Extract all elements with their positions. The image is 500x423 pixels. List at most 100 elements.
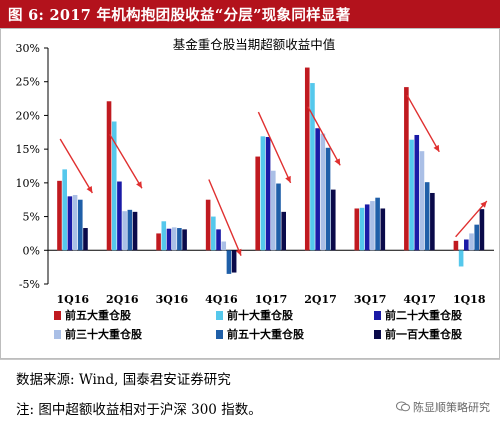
trend-arrow-head bbox=[235, 248, 242, 256]
y-tick-label: 30% bbox=[16, 42, 40, 55]
bar bbox=[354, 208, 360, 251]
x-tick-label: 1Q16 bbox=[57, 293, 90, 306]
legend-label: 前十大重仓股 bbox=[227, 308, 294, 322]
trend-arrow-line bbox=[307, 106, 341, 166]
bar bbox=[117, 181, 122, 251]
bar bbox=[77, 199, 83, 251]
y-tick-label: 20% bbox=[16, 109, 40, 122]
bar bbox=[221, 241, 227, 251]
footnote: 注: 图中超额收益相对于沪深 300 指数。 bbox=[16, 402, 262, 418]
bar bbox=[359, 207, 365, 251]
wechat-icon bbox=[396, 401, 410, 412]
bar bbox=[271, 170, 276, 251]
trend-arrow-head bbox=[433, 144, 440, 152]
trend-arrow-line bbox=[109, 133, 143, 189]
bar bbox=[320, 133, 326, 251]
bar bbox=[464, 239, 469, 251]
watermark-text: 陈显顺策略研究 bbox=[413, 401, 490, 414]
bar bbox=[83, 228, 88, 251]
bar bbox=[62, 169, 67, 251]
x-tick-label: 1Q17 bbox=[255, 293, 288, 306]
chart-title: 基金重仓股当期超额收益中值 bbox=[173, 37, 336, 52]
bar bbox=[430, 192, 435, 251]
bar bbox=[177, 228, 182, 251]
legend-label: 前一百大重仓股 bbox=[385, 327, 463, 341]
figure-title: 图 6: 2017 年机构抱团股收益“分层”现象同样显著 bbox=[8, 7, 351, 24]
bar bbox=[132, 211, 138, 251]
figure-header: 图 6: 2017 年机构抱团股收益“分层”现象同样显著 bbox=[0, 0, 500, 28]
y-tick-label: 25% bbox=[16, 76, 40, 89]
bar bbox=[226, 250, 232, 274]
trend-arrow-head bbox=[285, 175, 291, 183]
bar bbox=[182, 229, 187, 251]
legend-swatch bbox=[54, 311, 61, 320]
trend-arrow-line bbox=[208, 179, 242, 256]
legend-swatch bbox=[374, 311, 381, 320]
bar bbox=[72, 194, 78, 251]
x-tick-label: 2Q17 bbox=[304, 293, 337, 306]
legend-swatch bbox=[216, 311, 223, 320]
bar bbox=[171, 227, 177, 251]
bar bbox=[409, 139, 414, 251]
bar bbox=[315, 128, 320, 251]
bar bbox=[419, 151, 425, 251]
bar bbox=[276, 183, 281, 251]
bar bbox=[370, 201, 375, 251]
bar bbox=[231, 250, 237, 273]
bar bbox=[330, 189, 336, 251]
bar bbox=[122, 211, 127, 251]
y-tick-label: 15% bbox=[16, 143, 40, 156]
x-tick-labels: 1Q16 2Q16 3Q16 4Q16 1Q17 2Q17 3Q17 4Q17 1Q18 bbox=[57, 293, 486, 306]
bar bbox=[166, 228, 172, 251]
x-tick-label: 3Q17 bbox=[354, 293, 387, 306]
bar bbox=[424, 182, 430, 251]
x-tick-label: 2Q16 bbox=[106, 293, 139, 306]
x-tick-label: 3Q16 bbox=[156, 293, 189, 306]
bar bbox=[453, 240, 459, 251]
bar bbox=[211, 216, 216, 251]
bar bbox=[281, 211, 286, 251]
bar bbox=[57, 180, 62, 251]
bar bbox=[310, 83, 315, 251]
bar bbox=[161, 221, 167, 251]
legend-label: 前五大重仓股 bbox=[65, 308, 132, 322]
trend-arrow-line bbox=[257, 111, 292, 184]
bars bbox=[57, 67, 485, 274]
bar bbox=[127, 209, 133, 251]
bar bbox=[156, 233, 161, 251]
y-tick-label: 10% bbox=[16, 177, 40, 190]
bar bbox=[474, 224, 480, 251]
x-tick-label: 4Q16 bbox=[205, 293, 238, 306]
trend-arrow-head bbox=[136, 181, 142, 189]
bar bbox=[375, 197, 380, 251]
trend-arrow-line bbox=[455, 200, 488, 238]
legend-label: 前二十大重仓股 bbox=[385, 308, 463, 322]
y-tick-label: 5% bbox=[23, 211, 40, 224]
trend-arrow-head bbox=[334, 158, 341, 166]
bar bbox=[414, 134, 420, 251]
legend-label: 前五十大重仓股 bbox=[227, 327, 305, 341]
bar bbox=[479, 209, 485, 251]
bar bbox=[325, 147, 331, 251]
bar-chart: 基金重仓股当期超额收益中值 -5% 0% 5% 10% 15% 20% 25% 30% 1Q1… bbox=[0, 28, 500, 359]
trend-arrows bbox=[59, 94, 488, 256]
watermark: 陈显顺策略研究 bbox=[396, 399, 490, 415]
trend-arrow-head bbox=[480, 201, 487, 208]
bar bbox=[255, 156, 260, 251]
notes-divider bbox=[0, 359, 500, 360]
figure-notes: 数据来源: Wind, 国泰君安证券研究 注: 图中超额收益相对于沪深 300 … bbox=[0, 359, 500, 423]
bar bbox=[205, 199, 211, 251]
bar bbox=[458, 250, 464, 267]
trend-arrow-line bbox=[59, 138, 93, 194]
bar bbox=[380, 208, 386, 251]
bar bbox=[304, 67, 310, 251]
x-tick-label: 4Q17 bbox=[403, 293, 436, 306]
bar bbox=[260, 136, 266, 251]
bar bbox=[67, 196, 73, 251]
bar bbox=[106, 101, 112, 251]
legend-swatch bbox=[54, 330, 61, 339]
x-tick-label: 1Q18 bbox=[453, 293, 486, 306]
trend-arrow-line bbox=[406, 94, 440, 153]
bar bbox=[404, 87, 409, 251]
